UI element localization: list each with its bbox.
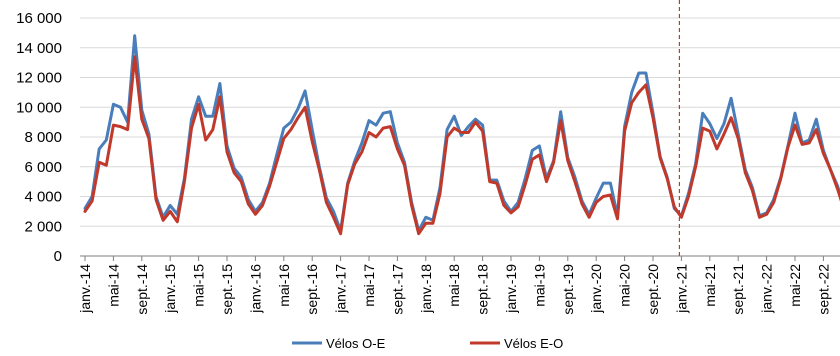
x-tick-label: janv.-22 — [759, 264, 775, 314]
x-tick-label: mai-17 — [361, 264, 377, 307]
y-tick-label: 8 000 — [24, 129, 62, 146]
x-tick-label: janv.-19 — [503, 264, 519, 314]
legend-label: Vélos E-O — [504, 336, 563, 351]
y-tick-label: 10 000 — [16, 99, 62, 116]
y-tick-label: 16 000 — [16, 10, 62, 27]
x-tick-label: janv.-18 — [418, 264, 434, 314]
x-tick-label: mai-15 — [191, 264, 207, 307]
x-tick-label: sept.-14 — [134, 264, 150, 315]
legend: Vélos O-E Vélos E-O — [292, 336, 563, 351]
series-line-2 — [83, 55, 840, 236]
x-tick-label: mai-14 — [105, 264, 121, 307]
x-tick-label: mai-16 — [276, 264, 292, 307]
y-tick-label: 2 000 — [24, 218, 62, 235]
x-tick-label: sept.-21 — [730, 264, 746, 315]
x-tick-label: janv.-21 — [673, 264, 689, 314]
x-tick-label: mai-19 — [531, 264, 547, 307]
x-axis: janv.-14 mai-14 sept.-14 janv.-15 mai-15 sept… — [77, 255, 840, 315]
x-tick-label: sept.-22 — [815, 264, 831, 315]
x-tick-label: mai-22 — [787, 264, 803, 307]
x-tick-label: mai-20 — [617, 264, 633, 307]
y-tick-label: 14 000 — [16, 40, 62, 57]
y-tick-label: 4 000 — [24, 189, 62, 206]
x-tick-label: sept.-19 — [560, 264, 576, 315]
x-tick-label: janv.-15 — [162, 264, 178, 314]
y-tick-label: 6 000 — [24, 159, 62, 176]
x-tick-label: sept.-20 — [645, 264, 661, 315]
x-tick-label: janv.-17 — [333, 264, 349, 314]
legend-label: Vélos O-E — [326, 336, 386, 351]
x-tick-label: mai-21 — [702, 264, 718, 307]
y-tick-label: 12 000 — [16, 70, 62, 87]
series-lines — [83, 34, 840, 236]
y-tick-label: 0 — [54, 248, 62, 265]
x-tick-label: sept.-17 — [389, 264, 405, 315]
x-tick-label: sept.-16 — [304, 264, 320, 315]
x-tick-label: janv.-16 — [247, 264, 263, 314]
x-tick-label: janv.-20 — [588, 264, 604, 314]
x-tick-label: mai-18 — [446, 264, 462, 307]
y-axis: 0 2 000 4 000 6 000 8 000 10 000 12 000 14 000 1… — [16, 10, 62, 265]
x-tick-label: sept.-15 — [219, 264, 235, 315]
x-tick-label: sept.-18 — [475, 264, 491, 315]
x-tick-label: janv.-14 — [77, 264, 93, 314]
